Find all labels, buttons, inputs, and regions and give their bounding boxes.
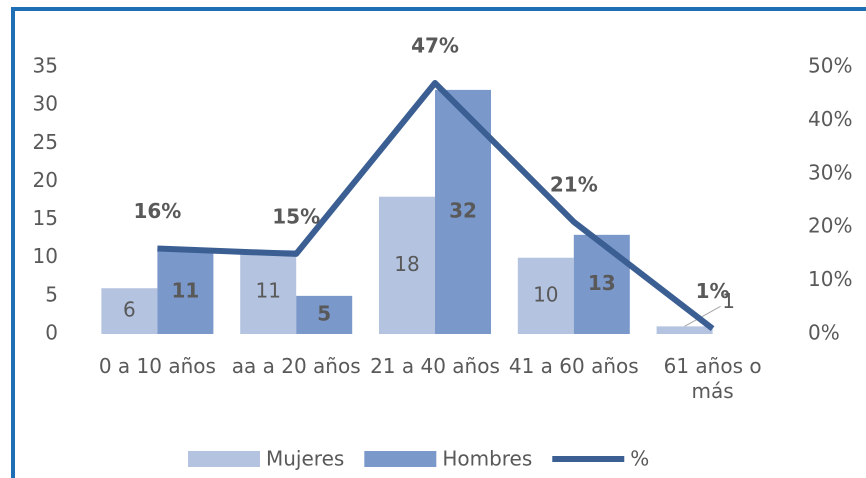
- line-label: 47%: [411, 34, 459, 58]
- line-label: 16%: [133, 199, 181, 223]
- data-label: 32: [449, 198, 477, 222]
- line: [157, 80, 715, 332]
- bar: [157, 250, 214, 334]
- data-label: 6: [123, 298, 136, 322]
- legend-label: %: [630, 447, 649, 471]
- y2-tick-label: 50%: [808, 54, 852, 78]
- data-label: 11: [171, 279, 199, 303]
- bar: [573, 234, 630, 334]
- legend-label: Mujeres: [266, 447, 344, 471]
- y-tick-label: 35: [33, 54, 58, 78]
- leader-line: [684, 305, 721, 327]
- y-tick-label: 15: [33, 206, 58, 230]
- bar: [379, 196, 435, 334]
- data-label: 1: [722, 289, 735, 313]
- bar: [296, 295, 353, 334]
- y2-tick-label: 0%: [808, 321, 840, 345]
- x-tick-label: 0 a 10 años: [98, 354, 216, 378]
- y2-tick-label: 40%: [808, 107, 852, 131]
- y-tick-label: 25: [33, 130, 58, 154]
- data-label: 13: [588, 271, 616, 295]
- frame: [11, 7, 866, 478]
- x-tick-label: aa a 20 años: [231, 354, 361, 378]
- line-label: 15%: [272, 204, 320, 228]
- y2-tick-label: 10%: [808, 267, 852, 291]
- data-label: 18: [394, 252, 419, 276]
- bar: [656, 326, 713, 334]
- x-tick-label: 61 años o más: [663, 354, 762, 403]
- y2-tick-label: 30%: [808, 160, 852, 184]
- legend-swatch: [188, 451, 260, 467]
- y-tick-label: 20: [33, 168, 58, 192]
- data-label: 11: [255, 279, 280, 303]
- x-tick-label: 21 a 40 años: [370, 354, 500, 378]
- bar: [517, 257, 574, 334]
- x-tick-label: 41 a 60 años: [508, 354, 639, 378]
- y-tick-label: 30: [33, 92, 58, 116]
- y-tick-label: 0: [45, 321, 58, 345]
- y2-tick-label: 20%: [808, 214, 852, 238]
- bar: [101, 288, 158, 334]
- data-label: 5: [317, 301, 331, 325]
- y-tick-label: 5: [45, 282, 58, 306]
- line-label: 21%: [550, 172, 598, 196]
- bar: [240, 250, 297, 334]
- legend-swatch: [364, 451, 437, 467]
- data-label: 10: [533, 282, 558, 306]
- y-tick-label: 10: [33, 244, 58, 268]
- line-label: 1%: [696, 279, 730, 303]
- legend-label: Hombres: [442, 447, 532, 471]
